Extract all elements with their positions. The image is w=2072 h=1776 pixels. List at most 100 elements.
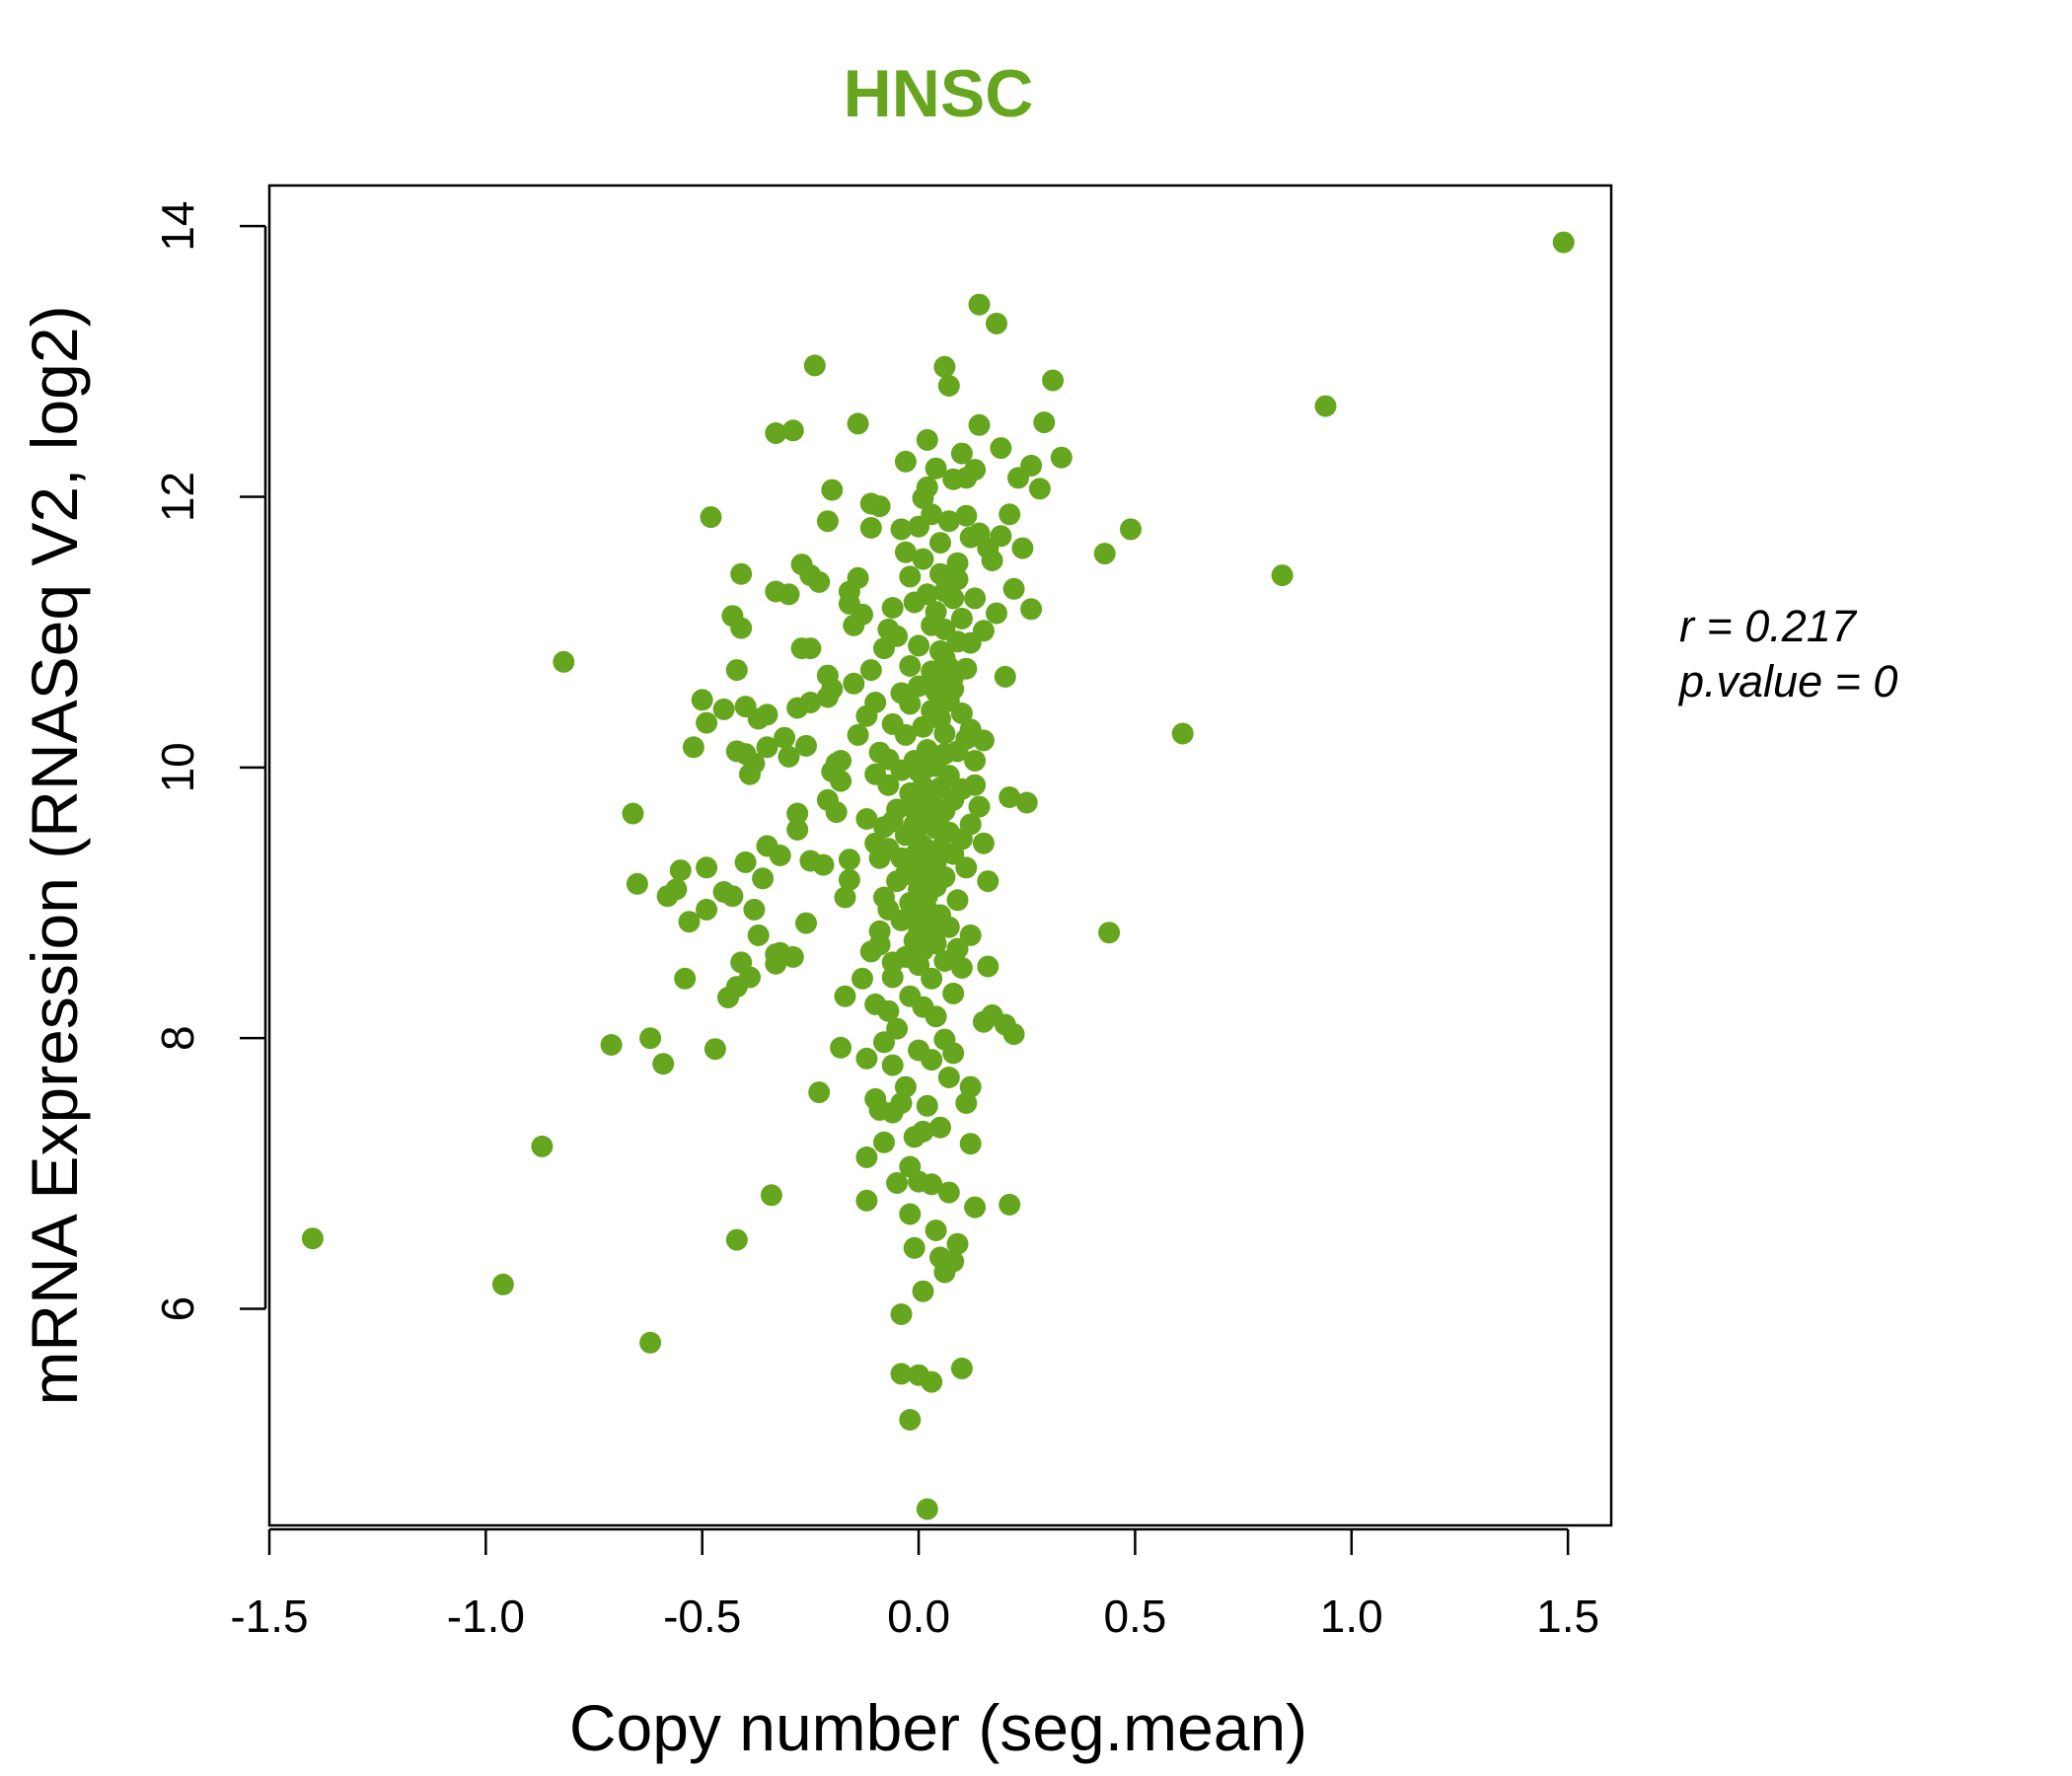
scatter-point (696, 856, 718, 879)
scatter-point (803, 354, 826, 377)
scatter-point (786, 818, 809, 841)
scatter-point (1002, 1023, 1025, 1046)
scatter-point (873, 1031, 895, 1054)
scatter-point (821, 678, 844, 701)
scatter-point (968, 293, 991, 316)
scatter-point (921, 1173, 943, 1196)
scatter-point (886, 1172, 909, 1194)
scatter-point (929, 562, 951, 585)
scatter-point (964, 750, 987, 772)
scatter-point (838, 868, 860, 891)
scatter-point (830, 750, 852, 772)
scatter-point (921, 614, 943, 636)
scatter-point (859, 517, 882, 539)
y-axis-label: mRNA Expression (RNASeq V2, log2) (18, 305, 91, 1405)
scatter-point (933, 722, 956, 745)
scatter-point (1033, 411, 1056, 434)
x-tick-label: 0.5 (1103, 1591, 1166, 1642)
scatter-point (946, 937, 969, 960)
scatter-point (959, 1075, 982, 1098)
scatter-point (864, 692, 887, 713)
scatter-point (925, 672, 947, 695)
scatter-point (752, 867, 775, 890)
scatter-point (899, 565, 922, 588)
x-tick-label: -1.0 (447, 1591, 525, 1642)
scatter-point (1552, 231, 1575, 254)
scatter-point (847, 723, 869, 746)
scatter-point (925, 1220, 947, 1241)
scatter-point (730, 562, 753, 585)
scatter-point (747, 924, 770, 946)
scatter-point (916, 476, 938, 498)
scatter-point (929, 532, 951, 555)
scatter-point (756, 703, 778, 726)
scatter-point (916, 1498, 938, 1520)
scatter-point (756, 736, 778, 759)
scatter-point (721, 885, 744, 908)
y-tick-label: 6 (152, 1296, 203, 1322)
scatter-point (894, 541, 917, 563)
scatter-point (1271, 564, 1294, 587)
scatter-point (795, 734, 817, 757)
scatter-point (808, 1081, 831, 1104)
scatter-point (1171, 722, 1194, 745)
scatter-point (834, 985, 856, 1007)
scatter-point (877, 999, 900, 1022)
scatter-point (990, 525, 1012, 548)
scatter-point (937, 916, 960, 938)
scatter-point (899, 1409, 922, 1431)
scatter-point (986, 602, 1007, 625)
scatter-point (999, 1193, 1021, 1216)
scatter-point (781, 945, 804, 968)
scatter-point (1120, 518, 1142, 541)
scatter-point (937, 510, 960, 533)
scatter-point (1015, 791, 1038, 814)
x-tick-label: -0.5 (663, 1591, 741, 1642)
scatter-point (921, 967, 943, 990)
scatter-point (786, 802, 809, 825)
scatter-point (937, 1067, 960, 1088)
scatter-point (816, 510, 839, 533)
scatter-point (890, 1363, 913, 1385)
scatter-point (959, 924, 982, 946)
scatter-point (877, 774, 900, 796)
scatter-point (1098, 922, 1121, 944)
scatter-point (553, 650, 575, 673)
scatter-point (937, 1181, 960, 1204)
scatter-point (1020, 454, 1043, 477)
scatter-point (881, 597, 904, 619)
scatter-point (946, 1232, 969, 1255)
scatter-point (734, 851, 757, 873)
scatter-point (1050, 446, 1073, 469)
scatter-point (986, 312, 1007, 334)
scatter-point (886, 798, 909, 821)
scatter-point (899, 655, 922, 677)
scatter-point (964, 587, 987, 610)
scatter-point (929, 1116, 951, 1139)
scatter-point (950, 703, 973, 724)
scatter-point (743, 752, 766, 775)
scatter-point (765, 422, 787, 444)
scatter-point (678, 911, 701, 933)
scatter-point (873, 1131, 895, 1153)
scatter-point (950, 442, 973, 465)
scatter-point (946, 552, 969, 574)
scatter-point (847, 566, 869, 589)
scatter-point (929, 803, 951, 826)
scatter-point (921, 1370, 943, 1393)
scatter-point (301, 1227, 324, 1250)
scatter-point (1028, 478, 1051, 500)
x-tick-label: 1.5 (1536, 1591, 1599, 1642)
scatter-point (899, 693, 922, 715)
scatter-point (1314, 395, 1337, 417)
scatter-point (712, 698, 735, 720)
x-axis: -1.5 -1.0 -0.5 0.0 0.5 1.0 1.5 (230, 1527, 1599, 1642)
scatter-point (894, 723, 917, 746)
scatter-point (639, 1331, 662, 1354)
scatter-point (972, 832, 995, 854)
scatter-point (622, 802, 644, 825)
scatter-point (808, 570, 831, 593)
scatter-point (903, 813, 925, 836)
scatter-point (933, 355, 956, 378)
